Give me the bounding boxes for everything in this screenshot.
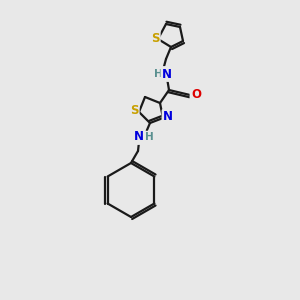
Text: N: N [162, 68, 172, 80]
Text: N: N [163, 110, 173, 124]
Text: N: N [134, 130, 144, 143]
Text: S: S [130, 104, 138, 118]
Text: H: H [145, 132, 153, 142]
Text: O: O [191, 88, 201, 101]
Text: H: H [154, 69, 162, 79]
Text: S: S [151, 32, 159, 44]
